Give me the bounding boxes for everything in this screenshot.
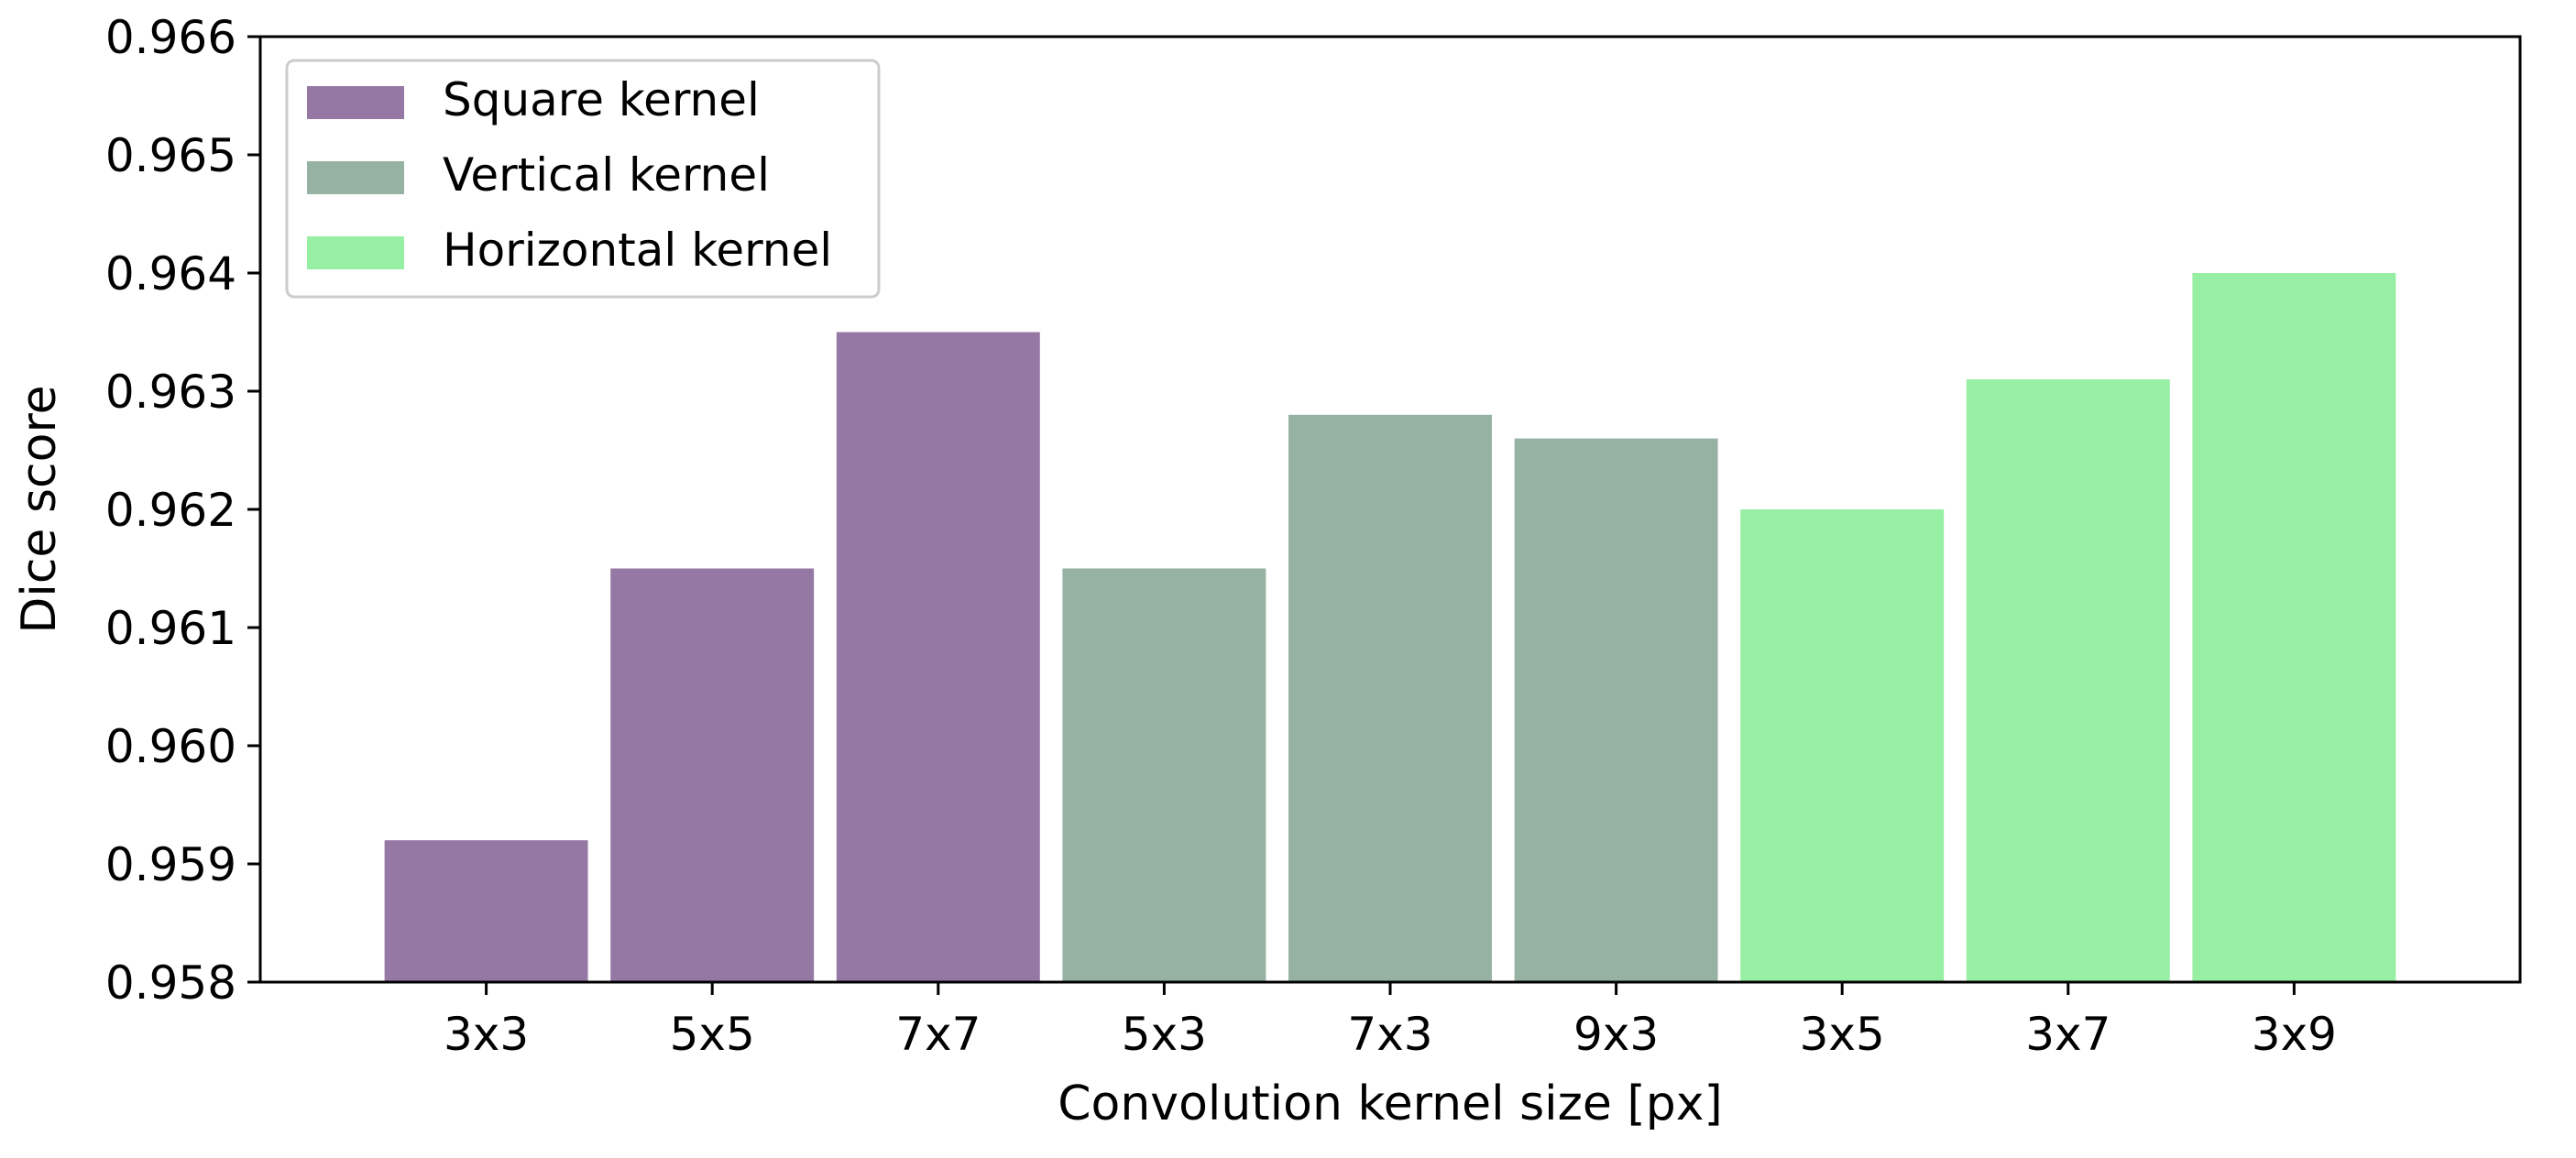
x-tick-label: 3x5 xyxy=(1800,1008,1885,1061)
bar-3x5 xyxy=(1740,509,1945,982)
legend-swatch xyxy=(307,161,404,194)
legend-label: Square kernel xyxy=(443,73,760,126)
y-tick-label: 0.961 xyxy=(105,602,236,655)
bar-5x3 xyxy=(1062,568,1266,982)
x-axis: 3x3 5x5 7x7 5x3 7x3 9x3 3x5 3x7 3x9 xyxy=(444,982,2337,1061)
legend-label: Horizontal kernel xyxy=(443,224,832,277)
bar-7x7 xyxy=(836,332,1040,982)
bar-3x7 xyxy=(1966,379,2170,983)
x-tick-label: 5x3 xyxy=(1122,1008,1207,1061)
x-tick-label: 7x3 xyxy=(1347,1008,1432,1061)
x-tick-label: 5x5 xyxy=(670,1008,755,1061)
x-tick-label: 7x7 xyxy=(895,1008,981,1061)
x-axis-label: Convolution kernel size [px] xyxy=(1058,1076,1723,1131)
x-tick-label: 3x3 xyxy=(444,1008,529,1061)
bar-9x3 xyxy=(1514,438,1718,983)
legend-box xyxy=(285,59,881,299)
y-tick-label: 0.962 xyxy=(105,484,236,537)
y-tick-label: 0.965 xyxy=(105,129,236,182)
x-tick-label: 3x9 xyxy=(2252,1008,2337,1061)
y-tick-label: 0.958 xyxy=(105,956,236,1010)
x-tick-label: 9x3 xyxy=(1573,1008,1659,1061)
y-tick-label: 0.959 xyxy=(105,838,236,891)
bar-5x5 xyxy=(610,568,815,982)
x-tick-label: 3x7 xyxy=(2025,1008,2110,1061)
y-axis: 0.958 0.959 0.960 0.961 0.962 0.963 0.964 0.965… xyxy=(105,11,260,1010)
legend-label: Vertical kernel xyxy=(443,148,770,202)
bar-7x3 xyxy=(1288,414,1492,982)
legend-swatch xyxy=(307,236,404,269)
legend-swatch xyxy=(307,86,404,119)
bar-3x3 xyxy=(384,840,588,982)
y-tick-label: 0.963 xyxy=(105,366,236,419)
y-tick-label: 0.966 xyxy=(105,11,236,64)
bar-3x9 xyxy=(2192,273,2396,982)
y-axis-label: Dice score xyxy=(12,385,67,633)
bars-group xyxy=(384,273,2396,983)
y-tick-label: 0.964 xyxy=(105,247,236,300)
legend: Square kernel Vertical kernel Horizontal k… xyxy=(285,59,881,299)
y-tick-label: 0.960 xyxy=(105,720,236,773)
